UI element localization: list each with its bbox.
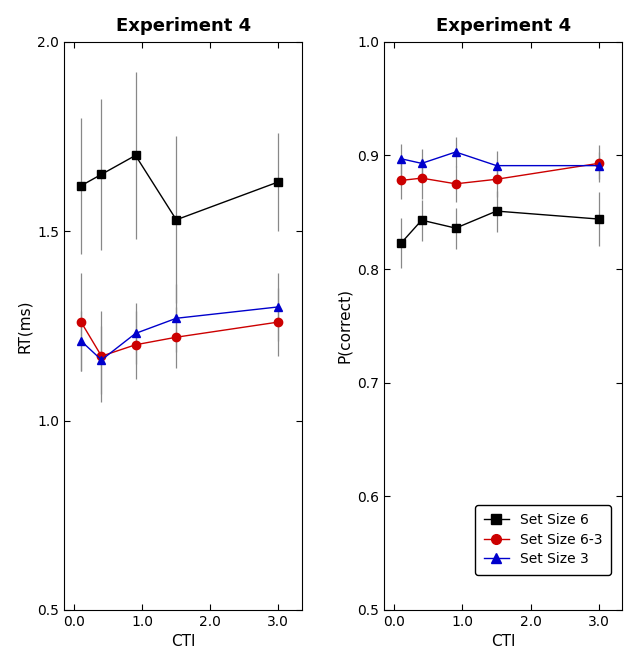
X-axis label: CTI: CTI (171, 634, 196, 649)
Y-axis label: P(correct): P(correct) (337, 288, 352, 364)
Y-axis label: RT(ms): RT(ms) (17, 299, 32, 352)
X-axis label: CTI: CTI (491, 634, 516, 649)
Legend: Set Size 6, Set Size 6-3, Set Size 3: Set Size 6, Set Size 6-3, Set Size 3 (475, 505, 611, 575)
Title: Experiment 4: Experiment 4 (116, 17, 250, 35)
Title: Experiment 4: Experiment 4 (436, 17, 571, 35)
